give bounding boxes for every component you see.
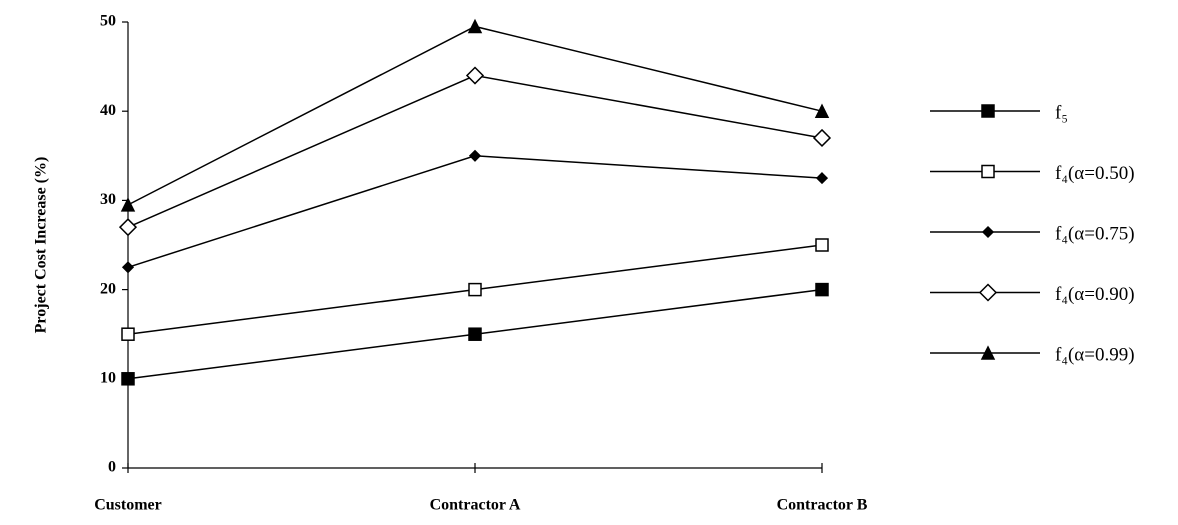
point [118, 218, 138, 237]
y-tick-label: 40 [100, 102, 116, 119]
point [120, 197, 136, 212]
x-tick-label: Customer [94, 497, 162, 514]
y-tick-label: 50 [100, 13, 116, 30]
y-tick-label: 0 [108, 459, 116, 476]
point [121, 327, 135, 341]
point [815, 172, 829, 185]
point [468, 327, 482, 341]
point [815, 238, 829, 252]
legend-label: f₄(α=0.99) [1055, 344, 1135, 365]
point [812, 128, 832, 148]
point [465, 66, 485, 85]
legend-marker [980, 345, 996, 360]
x-tick-label: Contractor B [777, 497, 868, 514]
y-axis-label: Project Cost Increase (%) [33, 157, 50, 334]
legend-label: f₄(α=0.75) [1055, 223, 1135, 244]
legend-label: f₄(α=0.90) [1055, 284, 1135, 305]
point [815, 282, 829, 297]
point [468, 282, 482, 297]
series-line [127, 25, 823, 206]
legend-marker [978, 283, 998, 302]
point [468, 149, 482, 162]
legend-marker [981, 164, 995, 179]
y-tick-label: 30 [100, 191, 116, 208]
legend-label: f₄(α=0.50) [1055, 163, 1135, 184]
x-tick-label: Contractor A [430, 497, 521, 514]
point [814, 103, 830, 118]
series-line [127, 155, 823, 269]
legend-marker [981, 104, 995, 118]
legend-marker [981, 225, 995, 239]
point [121, 372, 135, 386]
legend-label: f₅ [1055, 102, 1068, 123]
y-tick-label: 10 [100, 369, 116, 386]
point [467, 18, 483, 34]
point [121, 261, 135, 274]
y-tick-label: 20 [100, 280, 116, 297]
